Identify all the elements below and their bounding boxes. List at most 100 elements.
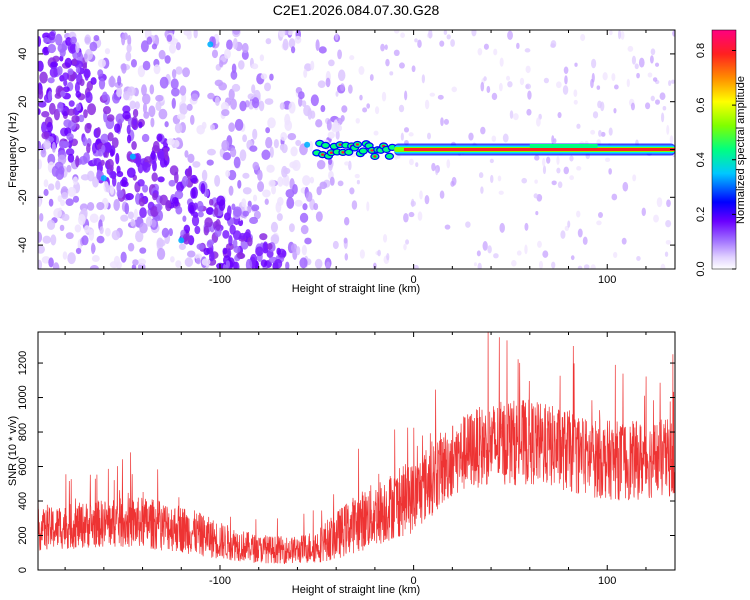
- spectral-cell: [480, 126, 486, 135]
- spectral-cell: [127, 242, 135, 252]
- spectral-cell: [206, 159, 214, 166]
- spectral-cell: [89, 265, 99, 269]
- colorbar-tick-label: 0.8: [695, 43, 707, 58]
- spectral-cell: [127, 211, 135, 220]
- spectral-cell: [614, 84, 619, 90]
- spectral-cell: [38, 60, 44, 72]
- spectral-cell: [303, 69, 308, 78]
- spectral-cell: [439, 190, 445, 199]
- spectral-cell: [132, 118, 137, 127]
- spectral-cell: [82, 136, 88, 147]
- spectral-cell: [50, 61, 59, 68]
- spectral-cell: [334, 122, 341, 129]
- spectral-cell: [286, 197, 295, 209]
- spectral-cell: [81, 235, 89, 246]
- spectral-cell: [65, 198, 74, 207]
- figure-title: C2E1.2026.084.07.30.G28: [272, 2, 440, 18]
- spectral-cell: [164, 55, 171, 64]
- spectral-cell: [109, 149, 115, 157]
- spectral-cell: [79, 78, 85, 87]
- spectral-cell: [343, 237, 348, 244]
- spectral-cell: [507, 30, 513, 41]
- spectral-cell: [171, 97, 176, 109]
- spectral-cell: [74, 224, 82, 233]
- spectral-cell: [65, 148, 75, 156]
- spectral-cell: [261, 149, 271, 160]
- spectrogram-x-label: Height of straight line (km): [292, 283, 420, 295]
- spectral-cell: [179, 85, 187, 96]
- spectral-cell: [526, 108, 532, 116]
- spectral-cell: [126, 124, 131, 135]
- spectral-cell: [148, 105, 156, 118]
- spectral-cell: [576, 123, 581, 129]
- spectral-cell: [417, 211, 423, 221]
- spectral-cell: [186, 250, 196, 258]
- spectral-cell: [647, 72, 653, 78]
- spectral-cell: [200, 182, 206, 195]
- spectral-cell: [289, 161, 298, 169]
- spectral-cell: [142, 161, 151, 173]
- spectral-cell: [221, 140, 230, 152]
- spectral-cell: [366, 201, 370, 212]
- spectral-cell: [131, 141, 137, 150]
- spectral-cell: [573, 89, 578, 97]
- spectral-cell: [191, 93, 199, 102]
- spectral-cell: [497, 175, 502, 182]
- spectral-cell: [47, 153, 56, 166]
- spectral-cell: [431, 162, 436, 172]
- spectral-cell: [142, 102, 148, 114]
- spectral-cell: [135, 230, 144, 243]
- spectral-cell: [468, 132, 474, 141]
- spectral-cell: [385, 58, 390, 67]
- spectral-cell: [286, 30, 294, 36]
- spectral-cell: [282, 38, 289, 51]
- spectral-cell: [176, 181, 184, 193]
- spectral-cell: [262, 241, 269, 252]
- spectral-cell: [120, 251, 127, 263]
- spectral-cell: [222, 151, 232, 161]
- spectral-cell: [344, 253, 349, 261]
- spectral-cell: [596, 85, 601, 90]
- spectral-cell: [304, 63, 312, 72]
- spectral-cell: [524, 244, 528, 255]
- spectral-cell: [83, 225, 90, 234]
- spectral-cell: [403, 243, 407, 251]
- spectral-cell: [83, 109, 88, 119]
- spectral-cell: [569, 155, 574, 162]
- spectral-cell: [672, 30, 675, 37]
- spectral-cell: [577, 265, 583, 269]
- spectral-cell: [264, 82, 272, 92]
- x-tick-label: 0: [411, 575, 417, 587]
- spectral-cell: [233, 156, 241, 169]
- spectral-cell: [636, 72, 640, 79]
- spectral-cell: [480, 81, 485, 92]
- spectral-cell: [516, 250, 522, 256]
- spectral-cell: [144, 156, 152, 163]
- spectral-cell: [39, 212, 44, 222]
- ridge-cell: [320, 141, 331, 149]
- spectral-cell: [249, 216, 259, 225]
- spectral-cell: [247, 236, 253, 247]
- spectral-cell: [38, 100, 47, 108]
- spectral-cell: [299, 257, 308, 269]
- spectral-cell: [203, 247, 210, 256]
- spectral-cell: [533, 193, 539, 199]
- spectral-cell: [62, 251, 68, 260]
- spectral-cell: [499, 82, 503, 92]
- spectral-cell: [124, 202, 130, 215]
- spectral-cell: [70, 36, 77, 45]
- spectral-cell: [93, 157, 102, 167]
- spectral-cell: [104, 48, 111, 55]
- spectral-cell: [255, 246, 264, 257]
- spectral-cell: [137, 179, 145, 187]
- spectral-cell: [230, 98, 237, 110]
- spectral-cell: [242, 210, 249, 217]
- spectral-cell: [157, 239, 166, 247]
- spectral-cell: [171, 69, 177, 79]
- spectral-cell: [276, 213, 283, 222]
- spectral-cell: [451, 176, 457, 186]
- spectral-cell: [424, 195, 430, 205]
- spectral-cell: [196, 200, 204, 212]
- spectral-cell: [72, 195, 80, 203]
- spectral-cell: [209, 124, 216, 131]
